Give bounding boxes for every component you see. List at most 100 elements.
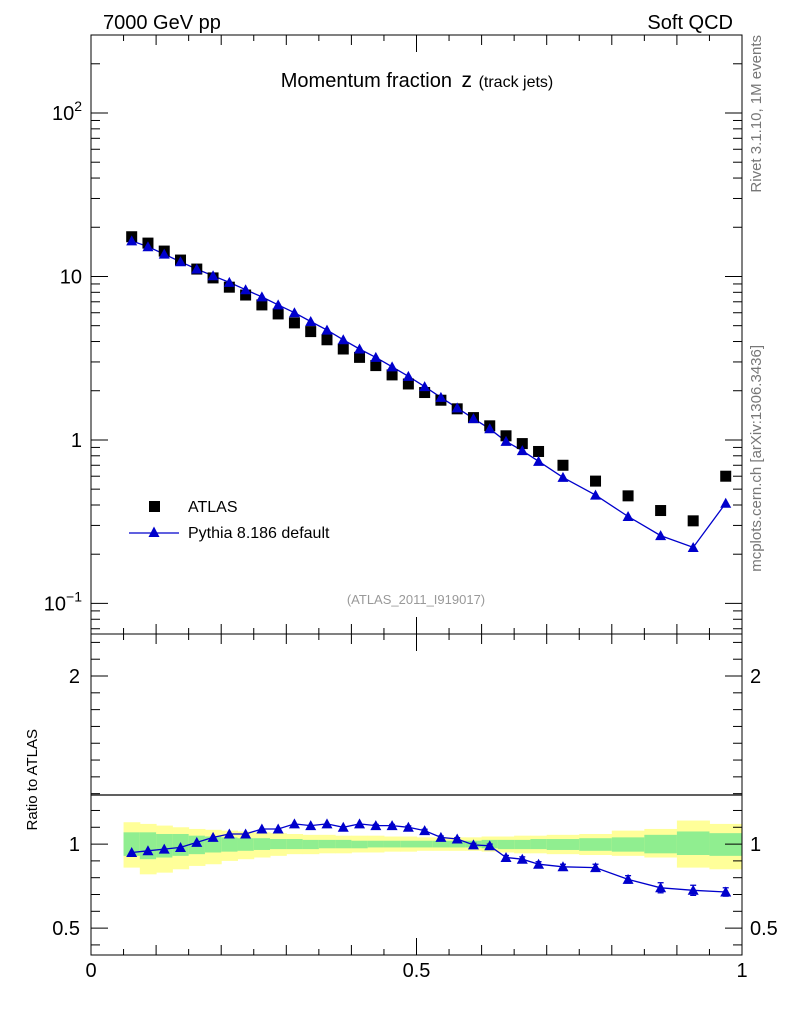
- pythia-point: [435, 391, 447, 402]
- pythia-point: [500, 435, 512, 446]
- ratio-y-axis-label: Ratio to ATLAS: [24, 729, 41, 830]
- ratio-pythia-point: [191, 836, 203, 847]
- ratio-pythia-point: [500, 852, 512, 863]
- ratio-pythia-point: [305, 820, 317, 831]
- atlas-point: [288, 317, 300, 329]
- ratio-pythia-point: [142, 845, 154, 856]
- main-panel: Momentum fraction z (track jets) (ATLAS_…: [44, 34, 743, 635]
- ratio-y-tick-label-right: 0.5: [750, 918, 778, 940]
- main-y-tick-label: 10−1: [44, 588, 82, 615]
- ratio-pythia-point: [655, 882, 667, 893]
- ratio-pythia-point: [272, 823, 284, 834]
- main-y-tick-label: 102: [52, 98, 82, 125]
- ratio-pythia-point: [720, 886, 732, 897]
- stat-uncertainty-band: [383, 840, 401, 848]
- atlas-point: [516, 438, 528, 450]
- stat-uncertainty-band: [270, 839, 287, 850]
- ratio-pythia-point: [484, 840, 496, 851]
- x-tick-label: 0.5: [403, 960, 431, 982]
- main-title-text: Momentum fraction: [281, 70, 452, 92]
- ratio-pythia-point: [321, 818, 333, 829]
- ratio-pythia-point: [533, 858, 545, 869]
- stat-uncertainty-band: [351, 840, 369, 849]
- ratio-pythia-point: [402, 821, 414, 832]
- pythia-point: [370, 351, 382, 362]
- atlas-point: [223, 281, 235, 293]
- pythia-point: [419, 381, 431, 392]
- stat-uncertainty-band: [253, 838, 271, 850]
- pythia-point: [288, 307, 300, 318]
- pythia-point: [533, 455, 545, 466]
- ratio-panel: 0.5 0.51 12 2 0 0.5 1 Ratio to ATLAS: [24, 633, 778, 982]
- stat-uncertainty-band: [497, 839, 515, 850]
- stat-uncertainty-band: [302, 839, 320, 850]
- atlas-point: [655, 505, 667, 517]
- pythia-point: [337, 334, 349, 345]
- legend-pythia-marker: [148, 526, 160, 537]
- ratio-pythia-point: [126, 846, 138, 857]
- main-y-tick-label: 10: [60, 266, 82, 288]
- atlas-point: [687, 515, 699, 527]
- atlas-points: [126, 231, 732, 527]
- main-ticks: [90, 34, 743, 634]
- atlas-point: [354, 351, 366, 363]
- atlas-point: [321, 334, 333, 346]
- ratio-pythia-point: [687, 884, 699, 895]
- stat-uncertainty-band: [335, 839, 352, 849]
- stat-uncertainty-band: [579, 838, 613, 851]
- ratio-y-tick-label-right: 1: [750, 834, 761, 856]
- stat-uncertainty-band: [221, 837, 238, 852]
- ratio-pythia-points: [126, 818, 732, 897]
- atlas-point: [402, 378, 414, 390]
- pythia-point: [720, 497, 732, 508]
- ratio-frame: [90, 633, 743, 956]
- stat-uncertainty-band: [530, 839, 548, 850]
- atlas-point: [590, 475, 602, 487]
- side-text-mcplots: mcplots.cern.ch [arXiv:1306.3436]: [748, 345, 765, 572]
- ratio-pythia-point: [288, 818, 300, 829]
- ratio-pythia-point: [354, 818, 366, 829]
- legend-pythia-label: Pythia 8.186 default: [188, 525, 330, 542]
- main-y-tick-label: 1: [71, 430, 82, 452]
- header-right: Soft QCD: [647, 12, 733, 34]
- legend-atlas-label: ATLAS: [188, 499, 238, 516]
- atlas-point: [386, 369, 398, 381]
- stat-uncertainty-band: [546, 839, 580, 850]
- main-title: Momentum fraction z (track jets): [281, 69, 553, 92]
- stat-uncertainty-band: [123, 832, 141, 856]
- ratio-pythia-point: [158, 843, 170, 854]
- ratio-y-tick-label-left: 0.5: [52, 918, 80, 940]
- pythia-point: [655, 530, 667, 541]
- ratio-pythia-point: [419, 825, 431, 836]
- ratio-pythia-point: [175, 841, 187, 852]
- main-y-tick-labels: 10−1 1 10 102: [44, 98, 82, 615]
- pythia-point: [191, 263, 203, 274]
- pythia-point: [142, 241, 154, 252]
- ratio-pythia-point: [467, 839, 479, 850]
- pythia-point: [305, 316, 317, 327]
- pythia-point: [354, 343, 366, 354]
- ratio-pythia-point: [370, 820, 382, 831]
- atlas-point: [557, 459, 569, 471]
- pythia-point: [484, 423, 496, 434]
- ratio-y-tick-labels: 0.5 0.5 1 1 2 2: [52, 666, 778, 940]
- main-title-var: z: [462, 69, 473, 92]
- atlas-point: [272, 308, 284, 320]
- side-text-rivet: Rivet 3.1.10, 1M events: [748, 35, 765, 193]
- pythia-point: [467, 413, 479, 424]
- atlas-point: [256, 299, 268, 311]
- pythia-point: [386, 361, 398, 372]
- x-tick-label: 0: [85, 960, 96, 982]
- ratio-pythia-point: [223, 828, 235, 839]
- stat-uncertainty-band: [676, 831, 710, 856]
- legend: ATLAS Pythia 8.186 default: [129, 499, 330, 542]
- pythia-point: [207, 270, 219, 281]
- x-tick-label: 1: [736, 960, 747, 982]
- atlas-point: [305, 326, 317, 338]
- legend-atlas-marker: [149, 501, 160, 512]
- analysis-label: (ATLAS_2011_I919017): [347, 592, 485, 607]
- stat-uncertainty-band: [286, 839, 304, 850]
- atlas-point: [240, 289, 252, 301]
- atlas-point: [337, 343, 349, 355]
